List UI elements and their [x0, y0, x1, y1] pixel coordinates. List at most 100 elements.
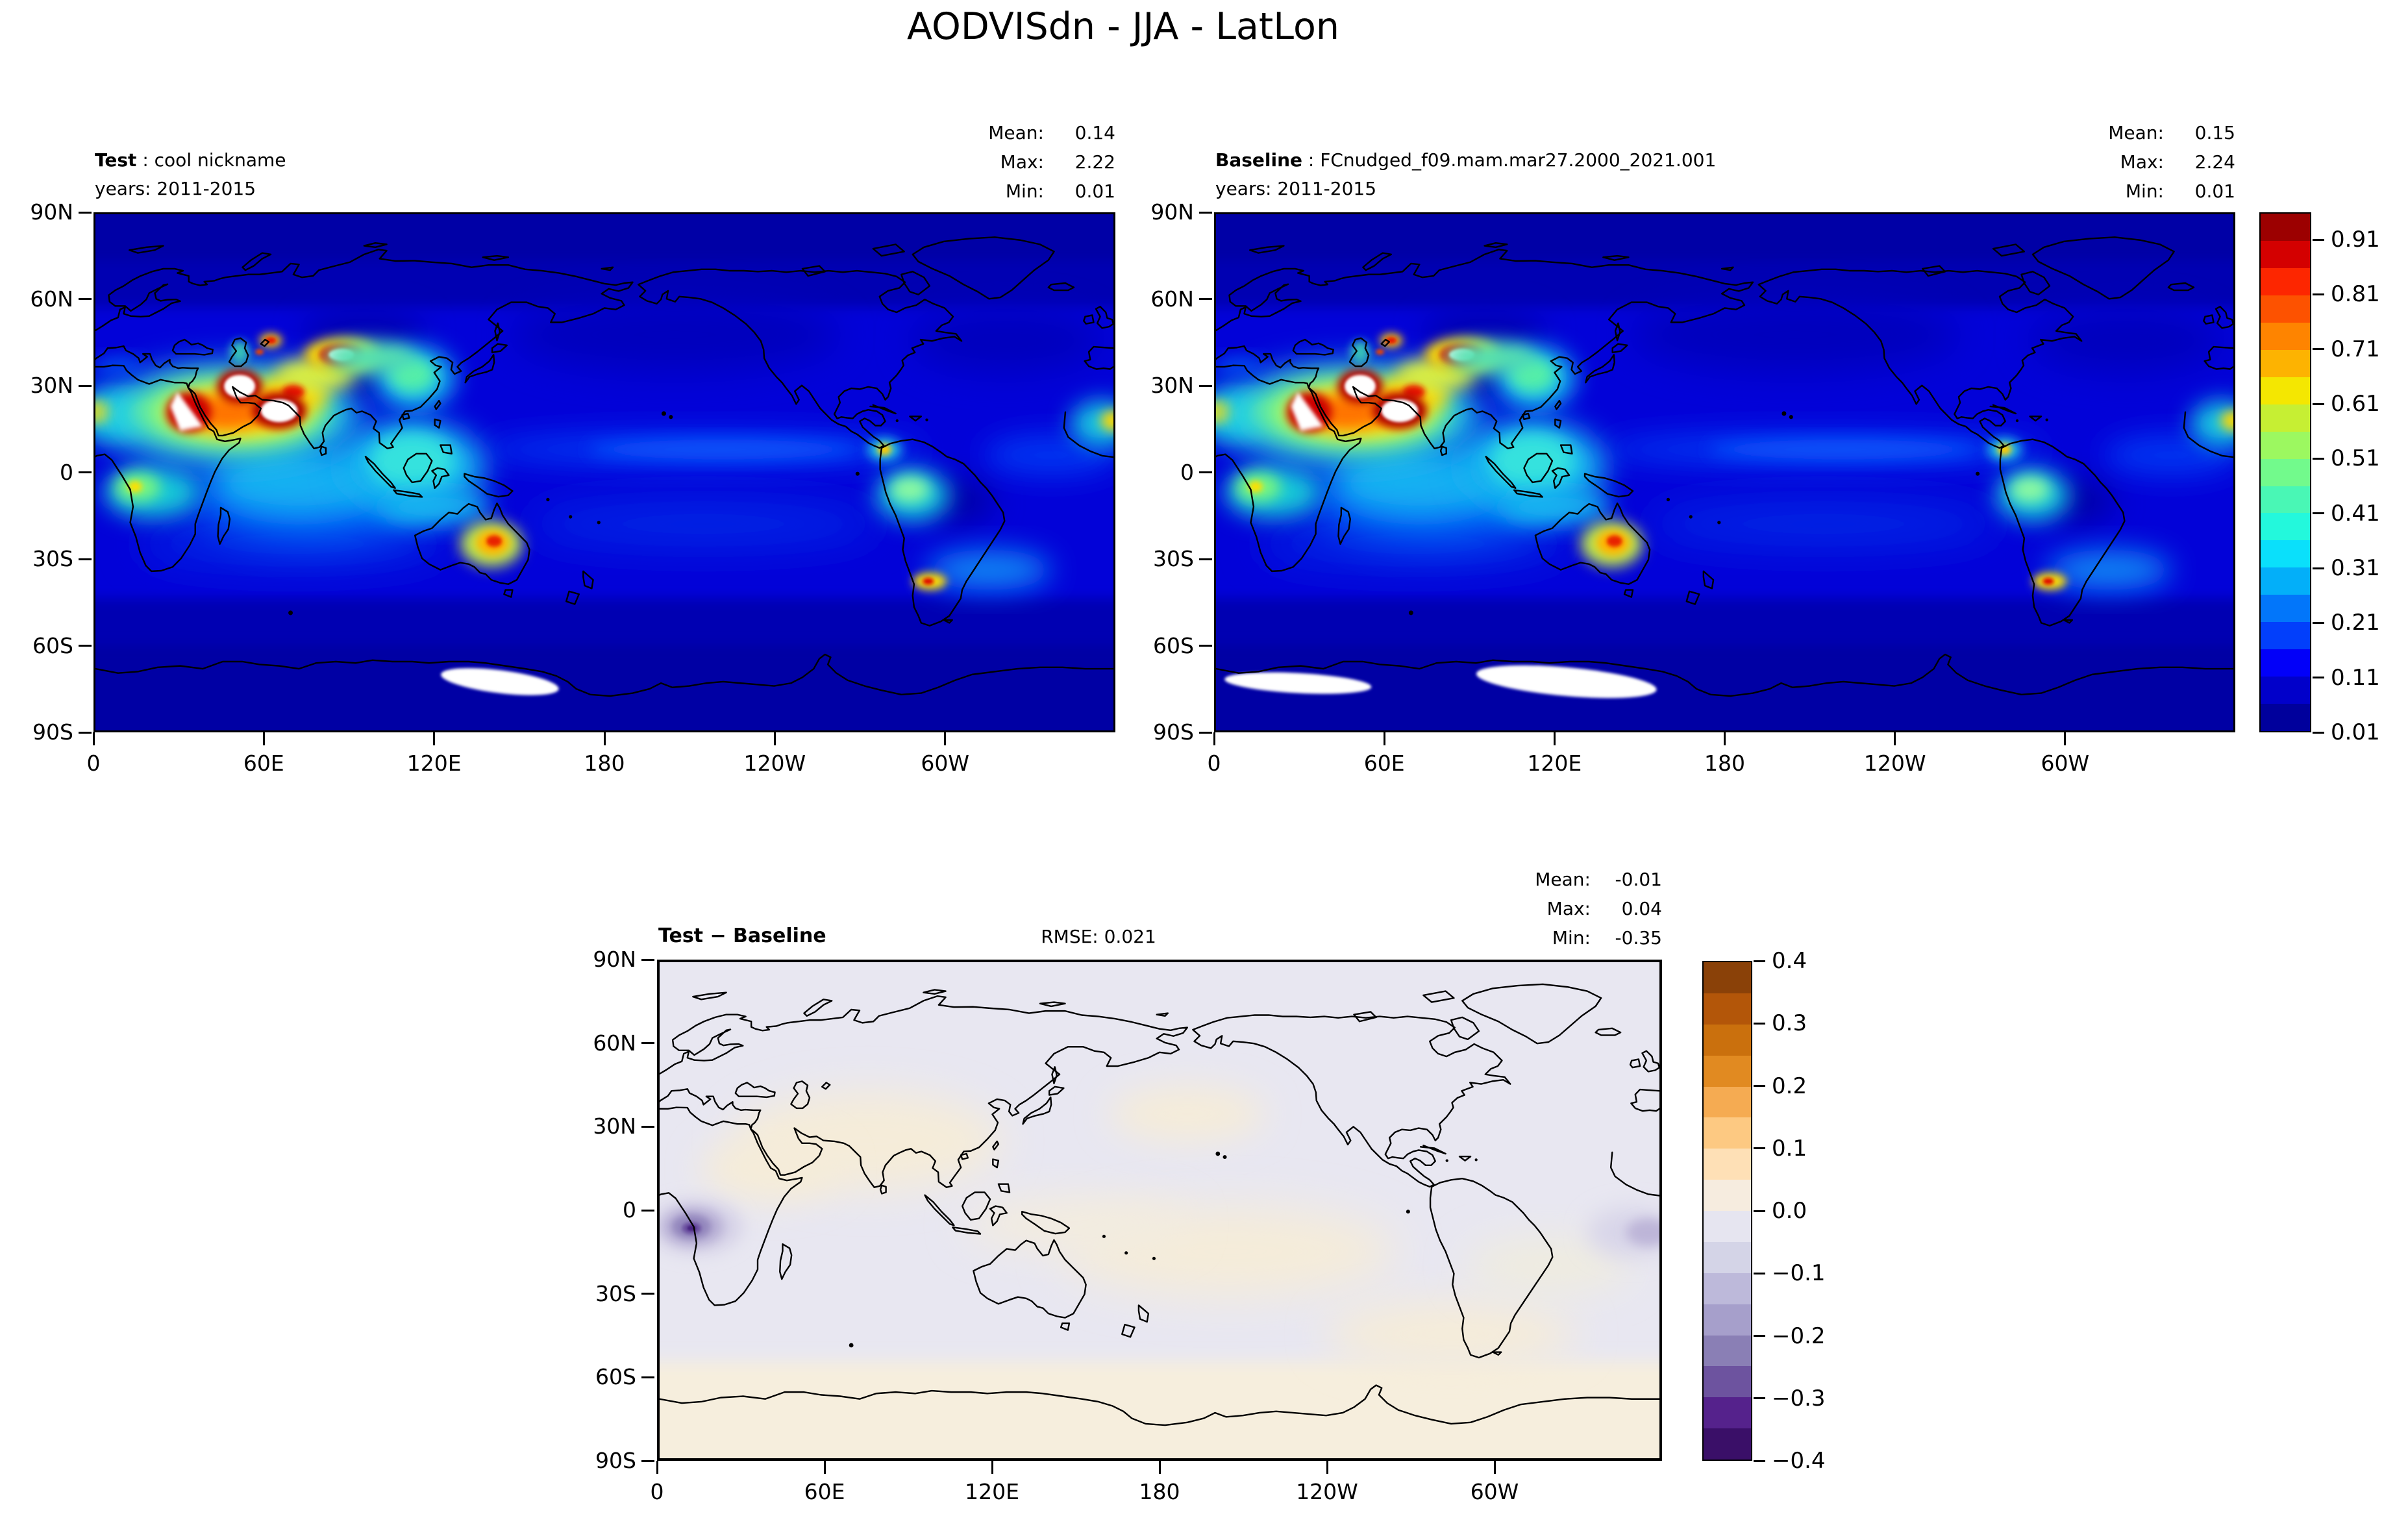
coastline — [366, 456, 395, 488]
coastline — [483, 256, 508, 260]
stat-value: 2.22 — [1074, 151, 1115, 173]
coastline — [993, 1141, 999, 1150]
stat-label: Min: — [1005, 180, 1044, 202]
x-tick — [1383, 732, 1385, 745]
coastline — [415, 503, 529, 584]
colorbar-band — [1704, 1397, 1751, 1429]
coastline — [944, 620, 952, 623]
x-tick — [773, 732, 776, 745]
colorbar-tick-label: 0.0 — [1772, 1198, 1807, 1224]
colorbar-band — [2261, 267, 2310, 295]
coastline — [1096, 306, 1113, 328]
island-dot — [597, 521, 601, 525]
colorbar-band — [2261, 649, 2310, 677]
island-dot — [925, 418, 928, 421]
coastline — [870, 405, 895, 414]
coastline — [261, 340, 269, 346]
coastline — [464, 474, 512, 497]
x-tick-label: 120W — [743, 751, 806, 776]
coastline — [910, 416, 921, 421]
y-tick — [641, 1460, 654, 1462]
island-dot — [1102, 1234, 1106, 1238]
colorbar-band — [2261, 295, 2310, 323]
coastline — [1049, 1087, 1063, 1095]
coastline — [1023, 1097, 1052, 1124]
x-tick — [991, 1461, 993, 1474]
colorbar-tick — [2313, 731, 2324, 734]
y-tick-label: 60S — [595, 1364, 636, 1390]
x-tick — [433, 732, 436, 745]
y-tick — [641, 1293, 654, 1295]
x-tick-label: 120E — [406, 751, 462, 776]
colorbar-tick-label: 0.3 — [1772, 1010, 1807, 1037]
coastline — [1552, 468, 1569, 488]
coastline — [2030, 416, 2041, 421]
coastline — [1596, 1028, 1621, 1036]
colorbar-tick-label: 0.2 — [1772, 1073, 1807, 1099]
colorbar-tick-label: −0.2 — [1772, 1323, 1826, 1349]
colorbar-tick-label: 0.71 — [2331, 336, 2380, 362]
y-tick-label: 90S — [32, 719, 73, 745]
coastline — [1493, 1352, 1501, 1355]
coastline — [1462, 984, 1601, 1043]
colorbar-band — [1704, 1086, 1751, 1118]
y-tick — [1199, 558, 1212, 560]
coastline — [791, 1081, 810, 1108]
coastline — [242, 253, 271, 271]
coastline — [2022, 271, 2050, 294]
colorbar-diff — [1702, 961, 1752, 1461]
coastline — [1354, 1012, 1376, 1021]
coastline — [1216, 654, 2233, 696]
x-tick — [1158, 1461, 1161, 1474]
stat-label: Max: — [1000, 151, 1044, 173]
coastline — [638, 269, 962, 448]
coastline — [1631, 1089, 1659, 1111]
colorbar-tick — [1754, 1147, 1765, 1150]
colorbar-band — [2261, 349, 2310, 377]
coastline — [1555, 419, 1561, 428]
colorbar-band — [2261, 677, 2310, 704]
island-dot — [546, 497, 550, 502]
colorbar-band — [2261, 704, 2310, 732]
colorbar-tick-label: 0.1 — [1772, 1135, 1807, 1162]
coastline — [1430, 1178, 1552, 1358]
colorbar-band — [1704, 1180, 1751, 1211]
y-tick — [641, 1125, 654, 1128]
x-tick — [823, 1461, 826, 1474]
coastline — [1193, 1015, 1510, 1186]
colorbar-tick-label: 0.61 — [2331, 391, 2380, 417]
baseline-years: years: 2011-2015 — [1215, 178, 1377, 199]
test-panel-header: Test : cool nickname years: 2011-2015 — [95, 146, 286, 203]
coastline — [660, 1386, 1659, 1426]
y-tick — [641, 1376, 654, 1378]
colorbar-tick — [2313, 348, 2324, 351]
x-tick — [656, 1461, 658, 1474]
colorbar-band — [1704, 1024, 1751, 1056]
coastline — [173, 340, 213, 354]
coastline — [880, 440, 1005, 626]
map-baseline-canvas — [1216, 214, 2233, 730]
coastline — [901, 271, 930, 294]
coastline — [403, 414, 410, 419]
colorbar-tick — [1754, 1272, 1765, 1274]
colorbar-tick — [1754, 1022, 1765, 1025]
stat-value: 0.01 — [1074, 180, 1115, 202]
coastline — [95, 366, 240, 571]
coastline — [1139, 1305, 1148, 1321]
test-panel-stats: Mean: 0.14 Max: 2.22 Min: 0.01 — [988, 118, 1115, 206]
colorbar-tick — [1754, 1210, 1765, 1212]
coastline — [1216, 366, 1361, 571]
y-tick — [79, 298, 92, 300]
coastline — [435, 419, 441, 428]
coastline — [1350, 338, 1369, 366]
island-dot — [1789, 415, 1793, 419]
x-tick-label: 120W — [1863, 751, 1926, 776]
y-tick-label: 90S — [1153, 719, 1194, 745]
coastline — [1522, 414, 1530, 419]
coastline — [660, 1108, 802, 1306]
coastline — [2216, 306, 2233, 328]
island-dot — [1406, 1210, 1410, 1214]
y-tick — [1199, 645, 1212, 647]
colorbar-tick — [1754, 1397, 1765, 1400]
coastline — [1423, 991, 1454, 1002]
